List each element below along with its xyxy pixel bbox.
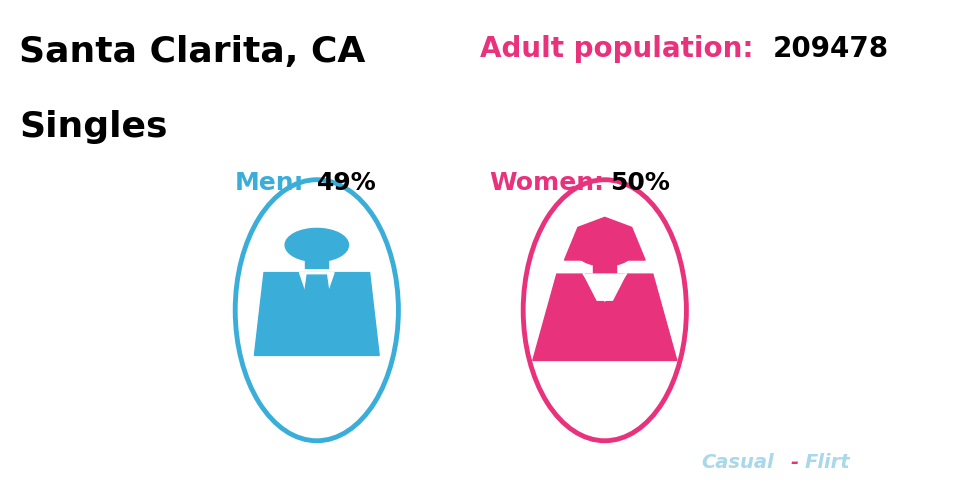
- Circle shape: [285, 229, 348, 262]
- FancyBboxPatch shape: [305, 256, 328, 268]
- Polygon shape: [300, 273, 334, 301]
- Polygon shape: [584, 275, 626, 301]
- Text: Flirt: Flirt: [804, 452, 851, 471]
- Text: 50%: 50%: [610, 170, 669, 194]
- Text: -: -: [790, 452, 798, 471]
- Text: Singles: Singles: [19, 110, 168, 144]
- Text: Adult population:: Adult population:: [480, 35, 754, 63]
- FancyBboxPatch shape: [593, 259, 616, 273]
- Text: Santa Clarita, CA: Santa Clarita, CA: [19, 35, 366, 69]
- Circle shape: [576, 236, 634, 267]
- Polygon shape: [304, 276, 329, 316]
- Polygon shape: [254, 273, 379, 356]
- Text: Women:: Women:: [490, 170, 605, 194]
- Text: Men:: Men:: [235, 170, 304, 194]
- Text: Casual: Casual: [701, 452, 774, 471]
- Text: 209478: 209478: [773, 35, 889, 63]
- Polygon shape: [564, 218, 645, 261]
- Polygon shape: [533, 275, 677, 361]
- Text: 49%: 49%: [317, 170, 376, 194]
